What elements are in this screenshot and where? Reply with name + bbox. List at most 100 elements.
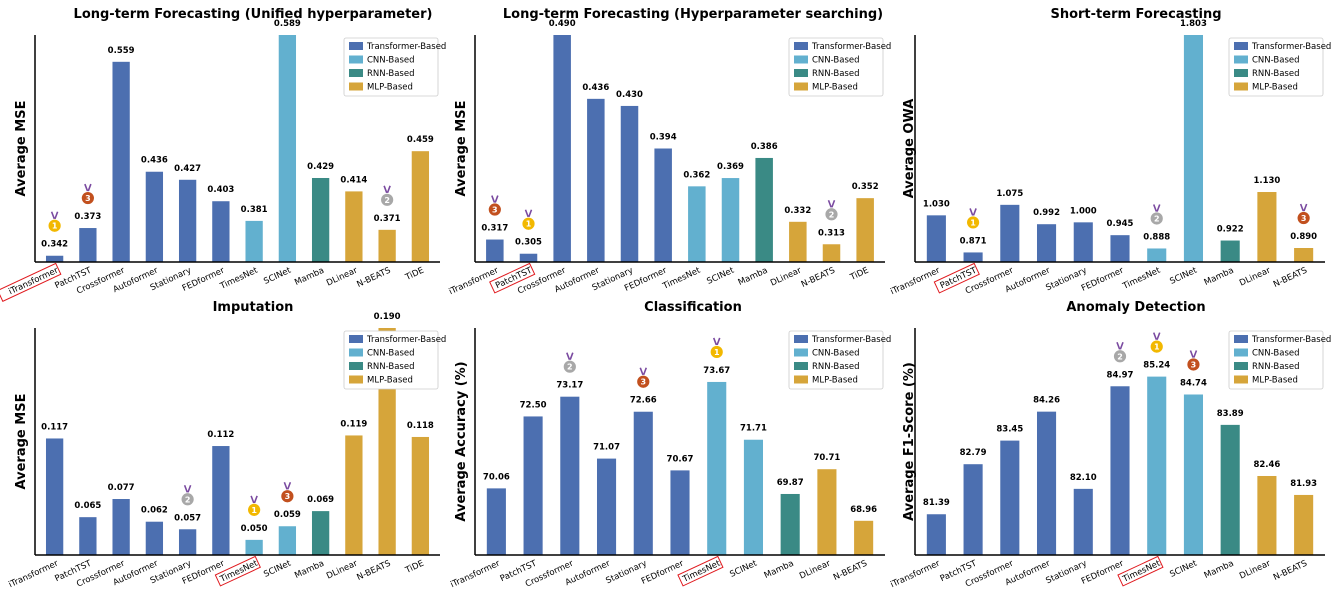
data-label: 0.332 [784,206,811,216]
data-label: 0.057 [174,513,201,523]
bar [1220,424,1240,555]
medal-rank: 3 [285,492,291,501]
bar [345,435,363,555]
medal-ribbon-icon [50,211,59,223]
medal-rank: 1 [714,348,720,357]
bar [620,105,639,262]
medal-disc-icon [380,192,395,207]
medal-rank: 2 [1154,214,1160,223]
medal-disc-icon [636,374,651,389]
medal-ribbon-icon [827,199,836,211]
data-label: 1.130 [1253,176,1280,186]
bar [1000,204,1020,262]
bar [963,464,983,555]
legend: Transformer-Based CNN-Based RNN-Based MLP-B… [788,37,891,97]
legend-swatch [794,42,808,50]
legend-label: RNN-Based [367,69,414,79]
data-label: 0.559 [108,46,135,56]
medal-rank: 2 [1117,352,1123,361]
data-label: 0.371 [374,214,401,224]
legend-swatch [349,362,363,370]
x-tick-label: N-BEATS [355,559,392,583]
medal-ribbon-icon [84,183,92,195]
medal-icon: 1 [47,211,62,233]
data-label: 0.436 [141,156,168,166]
data-label: 0.059 [274,510,301,520]
medal-rank: 1 [970,218,976,227]
data-label: 0.362 [683,170,710,180]
x-tick-label: N-BEATS [1272,266,1309,290]
medal-icon: 2 [562,352,577,374]
data-label: 0.069 [307,495,334,505]
legend: Transformer-Based CNN-Based RNN-Based MLP-B… [788,330,891,390]
medal-rank: 2 [829,210,835,219]
bar [1294,248,1314,262]
data-label: 71.71 [740,424,767,434]
data-label: 84.74 [1180,378,1207,388]
y-axis-label: Average MSE [14,394,29,490]
x-tick-label: SCINet [262,558,293,579]
bar [560,396,580,555]
bar [79,228,97,262]
medal-disc-icon [80,191,95,205]
data-label: 0.429 [307,162,334,172]
medal-disc-icon [709,345,724,359]
bar [178,529,197,555]
bar [721,178,740,262]
chart-title: Imputation [213,300,294,315]
data-label: 0.118 [407,421,434,431]
medal-ribbon-icon [283,481,292,493]
bar [1147,376,1167,555]
data-label: 0.065 [74,501,101,511]
medal-disc-icon [824,207,839,222]
legend: Transformer-Based CNN-Based RNN-Based MLP-B… [343,37,446,97]
x-tick-label: TimesNet [661,265,703,292]
medal-disc-icon [180,492,195,507]
data-label: 1.000 [1070,206,1097,216]
medal-ribbon-icon [250,495,258,507]
medal-ribbon-icon [712,337,721,349]
data-label: 0.077 [108,483,135,493]
highlight-box [933,262,980,294]
y-axis-label: Average MSE [454,101,469,197]
x-tick-label: iTransformer [449,558,502,590]
x-tick-label: DLinear [1238,558,1273,581]
bar [963,252,983,262]
legend-swatch [349,335,363,343]
data-label: 0.050 [241,524,268,534]
legend-label: MLP-Based [1252,376,1298,386]
medal-icon: 3 [1296,203,1311,225]
medal-disc-icon [1149,339,1164,354]
data-label: 0.117 [41,422,68,432]
data-label: 0.490 [549,19,576,29]
bar [79,517,97,555]
x-tick-label: SCINet [1168,558,1199,579]
bar [411,151,430,262]
legend-label: Transformer-Based [811,42,891,52]
medal-rank: 1 [251,506,257,515]
legend-label: CNN-Based [1252,56,1300,66]
legend-frame [1228,330,1324,390]
data-label: 82.79 [960,448,987,458]
legend-swatch [349,375,363,384]
medal-disc-icon [47,218,62,233]
medal-icon: 3 [487,195,502,217]
legend-label: RNN-Based [367,362,414,372]
medal-rank: 3 [492,206,498,215]
bar [519,253,538,262]
medal-rank: 3 [1191,360,1197,369]
medal-icon: 1 [966,208,980,230]
legend-label: Transformer-Based [1251,335,1331,345]
bar [926,215,946,262]
bar [780,493,800,555]
x-tick-label: Mamba [763,559,796,581]
legend-frame [343,37,439,97]
medal-ribbon-icon [524,209,533,221]
bar [856,198,874,262]
legend-swatch [1234,335,1248,343]
data-label: 0.992 [1033,208,1060,218]
bar [345,191,363,262]
legend-label: MLP-Based [812,376,858,386]
bar [1220,240,1240,262]
legend-label: CNN-Based [367,56,415,66]
